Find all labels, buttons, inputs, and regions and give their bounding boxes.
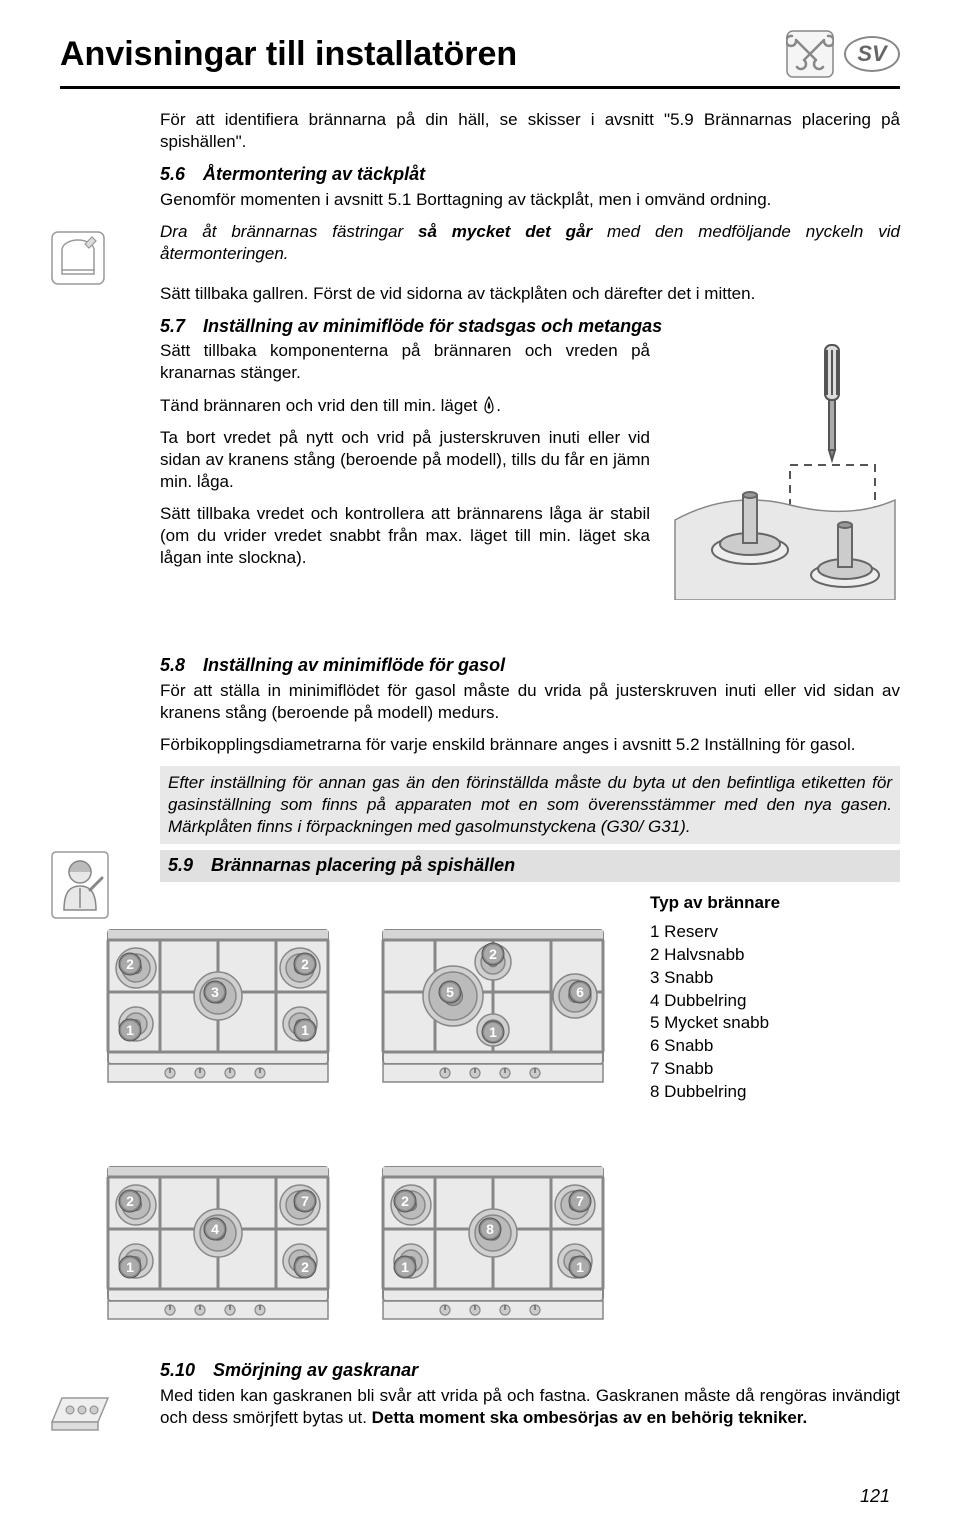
legend-item: 7 Snabb [650, 1058, 780, 1081]
legend-title: Typ av brännare [650, 892, 780, 915]
svg-text:1: 1 [576, 1259, 584, 1275]
s56-line3: Sätt tillbaka gallren. Först de vid sido… [160, 283, 900, 305]
page-title: Anvisningar till installatören [60, 35, 517, 74]
s510-p1b: Detta moment ska ombesörjas av en behöri… [372, 1408, 808, 1427]
s56-line2a: Dra åt brännarnas fästringar [160, 222, 418, 241]
s510-p1: Med tiden kan gaskranen bli svår att vri… [160, 1385, 900, 1429]
s57-p2a: Tänd brännaren och vrid den till min. lä… [160, 396, 482, 415]
svg-text:4: 4 [211, 1221, 219, 1237]
svg-text:6: 6 [576, 984, 584, 1000]
svg-text:1: 1 [401, 1259, 409, 1275]
section-5-9-title: 5.9 Brännarnas placering på spishällen [160, 850, 900, 881]
control-panel-icon [50, 1392, 110, 1432]
section-5-8-title: 5.8 Inställning av minimiflöde för gasol [160, 654, 900, 677]
technician-icon [50, 850, 110, 920]
s57-diagram [670, 340, 900, 606]
burner-legend: Typ av brännare 1 Reserv 2 Halvsnabb 3 S… [650, 892, 780, 1104]
legend-item: 5 Mycket snabb [650, 1012, 780, 1035]
svg-text:7: 7 [301, 1193, 309, 1209]
legend-item: 3 Snabb [650, 967, 780, 990]
s57-row: Sätt tillbaka komponenterna på brännaren… [160, 340, 900, 606]
s57-p4: Sätt tillbaka vredet och kontrollera att… [160, 503, 650, 569]
legend-item: 8 Dubbelring [650, 1081, 780, 1104]
language-badge: SV [844, 36, 900, 72]
s58-note: Efter inställning för annan gas än den f… [160, 766, 900, 844]
svg-text:2: 2 [301, 956, 309, 972]
hob-diagram-a: 2 2 3 1 1 [100, 892, 335, 1092]
flame-small-icon [482, 396, 496, 414]
section-num: 5.9 [168, 855, 193, 875]
svg-text:1: 1 [126, 1259, 134, 1275]
section-heading: Smörjning av gaskranar [213, 1360, 418, 1380]
legend-item: 1 Reserv [650, 921, 780, 944]
svg-text:2: 2 [401, 1193, 409, 1209]
svg-text:3: 3 [211, 984, 219, 1000]
s56-line1: Genomför momenten i avsnitt 5.1 Borttagn… [160, 189, 900, 211]
section-5-6-title: 5.6 Återmontering av täckplåt [160, 163, 900, 186]
svg-text:1: 1 [301, 1022, 309, 1038]
svg-text:2: 2 [301, 1259, 309, 1275]
svg-text:1: 1 [489, 1024, 497, 1040]
section-heading: Brännarnas placering på spishällen [211, 855, 515, 875]
legend-item: 2 Halvsnabb [650, 944, 780, 967]
section-num: 5.6 [160, 164, 185, 184]
section-heading: Inställning av minimiflöde för stadsgas … [203, 316, 662, 336]
header-right: SV [786, 30, 900, 78]
content: För att identifiera brännarna på din häl… [160, 109, 900, 882]
header-divider [60, 86, 900, 89]
s57-p2: Tänd brännaren och vrid den till min. lä… [160, 395, 650, 417]
svg-text:2: 2 [126, 956, 134, 972]
s56-line2: Dra åt brännarnas fästringar så mycket d… [160, 221, 900, 265]
section-num: 5.7 [160, 316, 185, 336]
hob-diagram-c: 2 7 4 1 2 [100, 1129, 335, 1329]
legend-item: 6 Snabb [650, 1035, 780, 1058]
svg-text:5: 5 [446, 984, 454, 1000]
section-heading: Återmontering av täckplåt [203, 164, 425, 184]
s57-p2b: . [496, 396, 501, 415]
svg-text:7: 7 [576, 1193, 584, 1209]
section-5-10-title: 5.10 Smörjning av gaskranar [160, 1359, 900, 1382]
s56-line2b: så mycket det går [418, 222, 592, 241]
s58-p1: För att ställa in minimiflödet för gasol… [160, 680, 900, 724]
hob-diagram-d: 2 7 8 1 1 [375, 1129, 610, 1329]
svg-text:8: 8 [486, 1221, 494, 1237]
page-number: 121 [860, 1486, 890, 1507]
s58-p2: Förbikopplingsdiametrarna för varje ensk… [160, 734, 900, 756]
s510-block: 5.10 Smörjning av gaskranar Med tiden kan… [160, 1359, 900, 1429]
svg-text:1: 1 [126, 1022, 134, 1038]
s57-text: Sätt tillbaka komponenterna på brännaren… [160, 340, 650, 606]
section-num: 5.8 [160, 655, 185, 675]
section-5-7-title: 5.7 Inställning av minimiflöde för stadsg… [160, 315, 900, 338]
note-icon [50, 230, 106, 286]
wrench-icon [786, 30, 834, 78]
hob-diagram-b: 2 5 6 1 [375, 892, 610, 1092]
svg-text:2: 2 [489, 946, 497, 962]
s57-p3: Ta bort vredet på nytt och vrid på juste… [160, 427, 650, 493]
header: Anvisningar till installatören SV [60, 30, 900, 78]
section-heading: Inställning av minimiflöde för gasol [203, 655, 505, 675]
s57-p1: Sätt tillbaka komponenterna på brännaren… [160, 340, 650, 384]
legend-item: 4 Dubbelring [650, 990, 780, 1013]
intro-text: För att identifiera brännarna på din häl… [160, 109, 900, 153]
section-num: 5.10 [160, 1360, 195, 1380]
svg-text:2: 2 [126, 1193, 134, 1209]
hob-row-1: 2 2 3 1 1 2 5 6 1 Typ av brännare 1 Reserv 2 Ha… [100, 892, 900, 1104]
hob-row-2: 2 7 4 1 2 2 7 8 1 1 [100, 1129, 900, 1329]
